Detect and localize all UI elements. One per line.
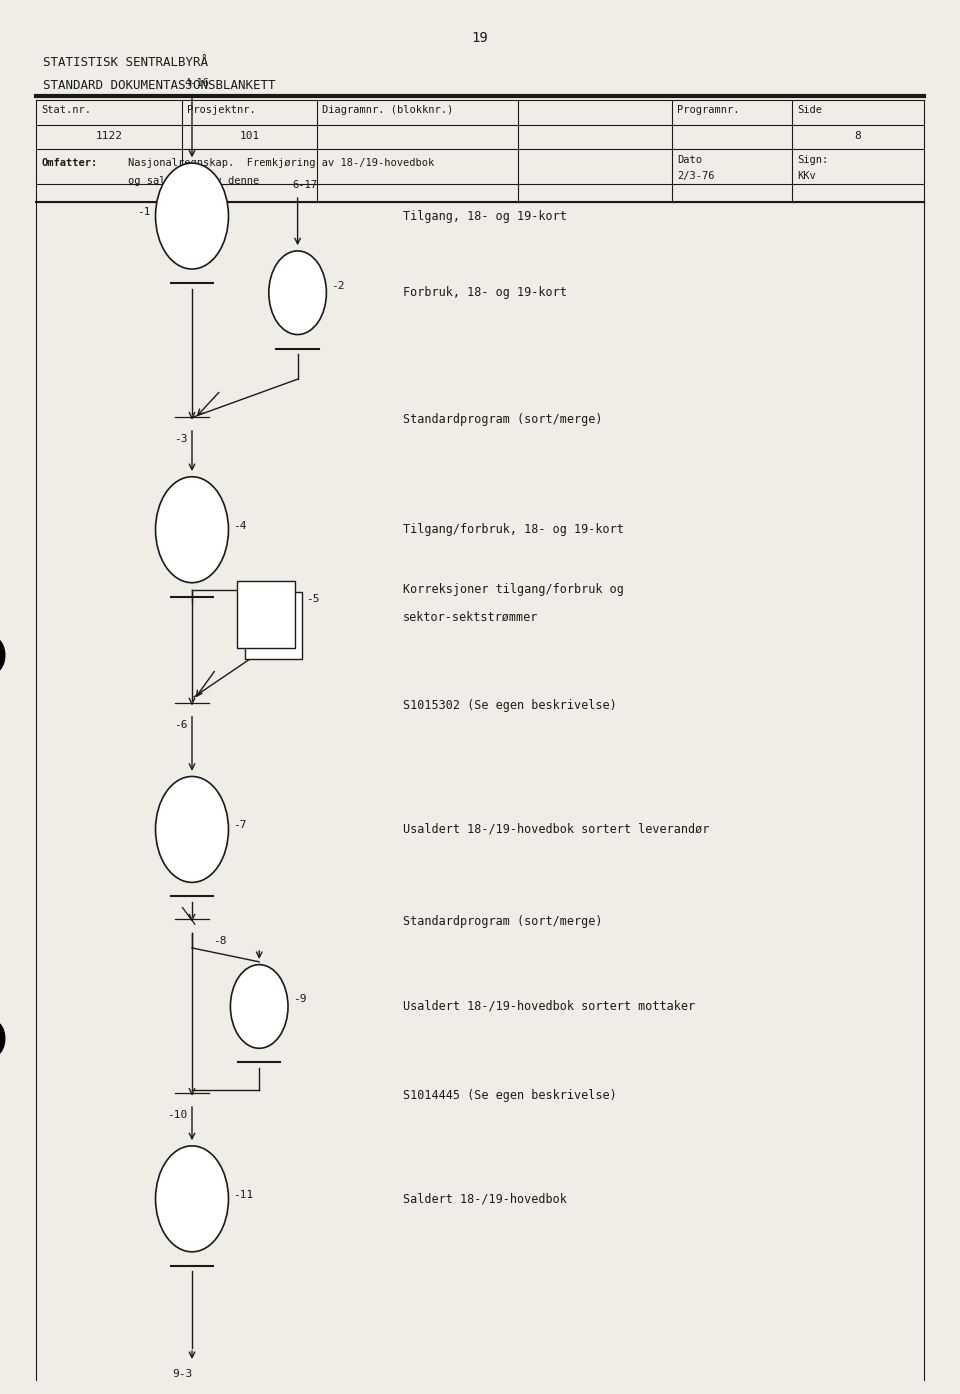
Text: Tilgang, 18- og 19-kort: Tilgang, 18- og 19-kort xyxy=(403,209,567,223)
Text: Tilgang/forbruk, 18- og 19-kort: Tilgang/forbruk, 18- og 19-kort xyxy=(403,523,624,537)
Text: Forbruk, 18- og 19-kort: Forbruk, 18- og 19-kort xyxy=(403,286,567,300)
Text: STANDARD DOKUMENTASJONSBLANKETT: STANDARD DOKUMENTASJONSBLANKETT xyxy=(43,79,276,92)
Text: Usaldert 18-/19-hovedbok sortert leverandør: Usaldert 18-/19-hovedbok sortert leveran… xyxy=(403,822,709,836)
Text: Usaldert 18-/19-hovedbok sortert mottaker: Usaldert 18-/19-hovedbok sortert mottake… xyxy=(403,999,695,1013)
Text: -9: -9 xyxy=(293,994,306,1005)
Text: S1015302 (Se egen beskrivelse): S1015302 (Se egen beskrivelse) xyxy=(403,698,617,712)
Bar xyxy=(237,581,295,648)
Circle shape xyxy=(156,1146,228,1252)
Text: 2/3-76: 2/3-76 xyxy=(677,171,714,181)
Text: 4-16: 4-16 xyxy=(184,78,209,88)
Circle shape xyxy=(0,1020,5,1057)
Text: Stat.nr.: Stat.nr. xyxy=(41,105,91,116)
Text: -1: -1 xyxy=(137,206,151,217)
Text: Sign:: Sign: xyxy=(797,155,828,164)
Text: Korreksjoner tilgang/forbruk og: Korreksjoner tilgang/forbruk og xyxy=(403,583,624,597)
Text: -2: -2 xyxy=(331,280,345,291)
Text: Standardprogram (sort/merge): Standardprogram (sort/merge) xyxy=(403,413,603,427)
Text: 1122: 1122 xyxy=(96,131,123,141)
Text: 6-17: 6-17 xyxy=(293,180,318,190)
Text: Diagramnr. (blokknr.): Diagramnr. (blokknr.) xyxy=(322,105,453,116)
Text: Nasjonalregnskap.  Fremkjøring av 18-/19-hovedbok: Nasjonalregnskap. Fremkjøring av 18-/19-… xyxy=(128,158,434,167)
Circle shape xyxy=(156,163,228,269)
Circle shape xyxy=(230,965,288,1048)
Text: -10: -10 xyxy=(167,1110,187,1121)
Text: Omfatter:: Omfatter: xyxy=(41,158,98,167)
Text: -6: -6 xyxy=(174,719,187,730)
Text: Dato: Dato xyxy=(677,155,702,164)
Circle shape xyxy=(156,776,228,882)
Text: sektor-sektstrømmer: sektor-sektstrømmer xyxy=(403,611,539,625)
Text: og saldering av denne: og saldering av denne xyxy=(128,176,259,185)
Text: -7: -7 xyxy=(233,820,247,831)
Text: 8: 8 xyxy=(854,131,861,141)
Text: Saldert 18-/19-hovedbok: Saldert 18-/19-hovedbok xyxy=(403,1192,567,1206)
Text: -3: -3 xyxy=(174,434,187,445)
Text: Programnr.: Programnr. xyxy=(677,105,739,116)
Text: -11: -11 xyxy=(233,1189,253,1200)
Text: Side: Side xyxy=(797,105,822,116)
Circle shape xyxy=(0,637,5,673)
Text: 19: 19 xyxy=(471,31,489,45)
Text: 9-3: 9-3 xyxy=(172,1369,193,1379)
Text: KKv: KKv xyxy=(797,171,816,181)
Text: -8: -8 xyxy=(213,935,227,947)
Text: STATISTISK SENTRALBYRÅ: STATISTISK SENTRALBYRÅ xyxy=(43,56,208,68)
Text: -4: -4 xyxy=(233,520,247,531)
Text: S1014445 (Se egen beskrivelse): S1014445 (Se egen beskrivelse) xyxy=(403,1089,617,1103)
Circle shape xyxy=(269,251,326,335)
Text: Standardprogram (sort/merge): Standardprogram (sort/merge) xyxy=(403,914,603,928)
Text: Prosjektnr.: Prosjektnr. xyxy=(187,105,256,116)
Text: -5: -5 xyxy=(306,594,320,605)
Bar xyxy=(245,592,302,659)
Text: 101: 101 xyxy=(239,131,260,141)
Circle shape xyxy=(156,477,228,583)
